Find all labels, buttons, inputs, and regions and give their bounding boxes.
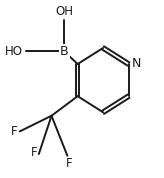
Text: B: B (60, 45, 69, 58)
Text: F: F (66, 158, 72, 171)
Text: F: F (11, 125, 17, 138)
Text: OH: OH (55, 4, 73, 17)
Text: HO: HO (5, 45, 23, 58)
Text: N: N (132, 57, 141, 70)
Text: F: F (31, 146, 37, 159)
